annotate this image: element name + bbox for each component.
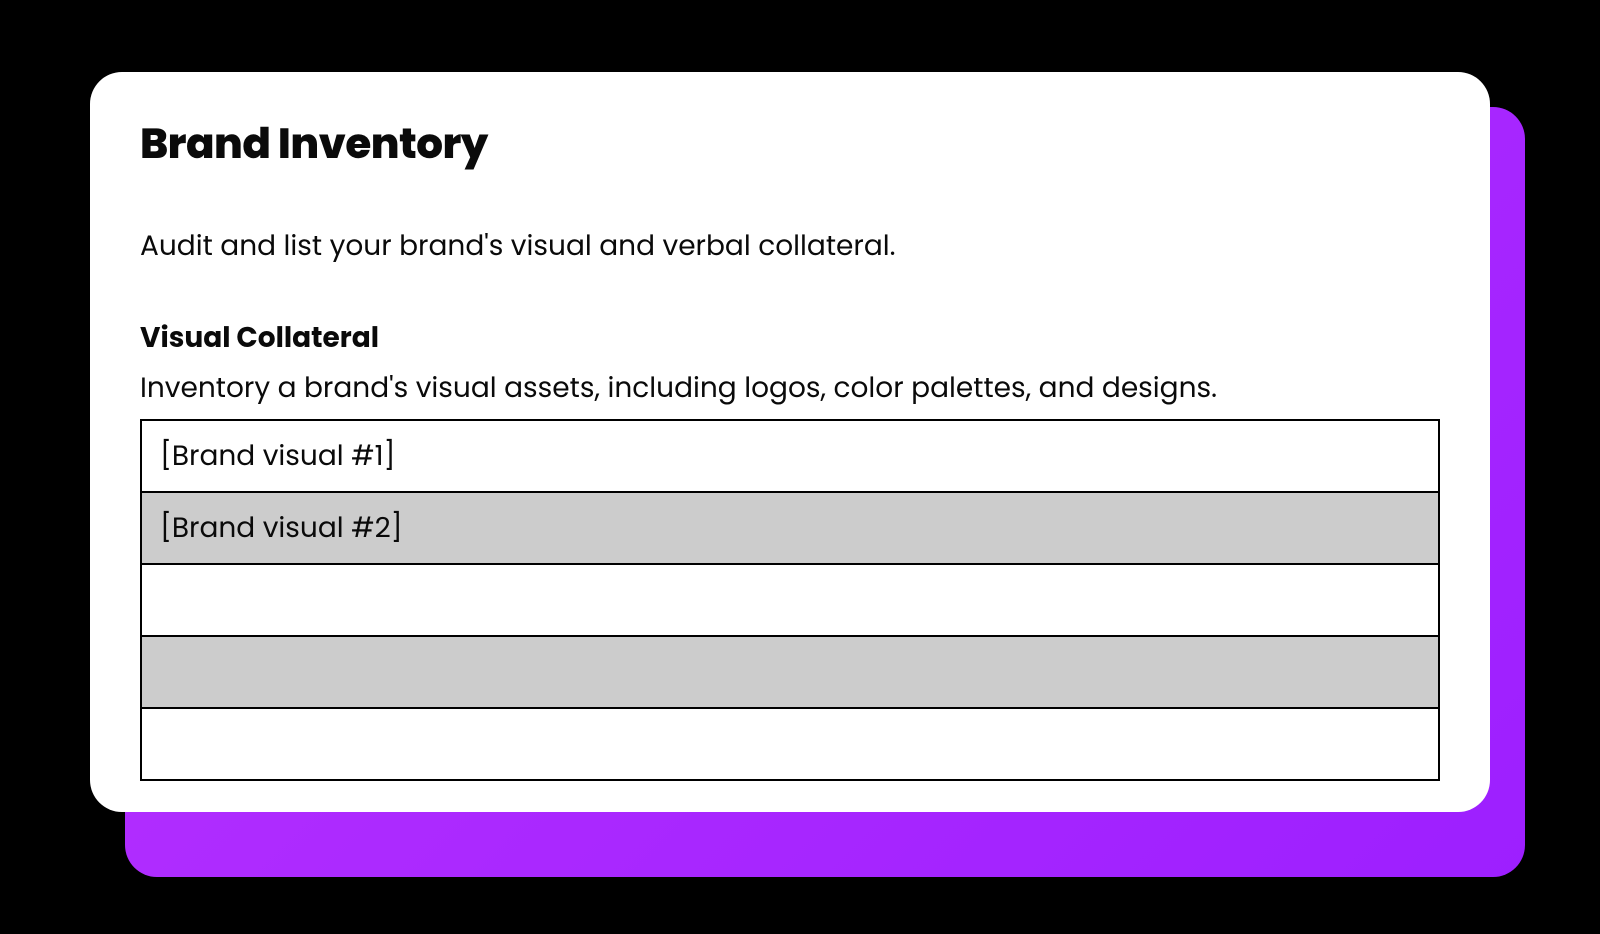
table-cell: [Brand visual #1] [141,420,1439,492]
table-row[interactable] [141,564,1439,636]
section-description: Inventory a brand's visual assets, inclu… [140,367,1440,409]
table-cell: [Brand visual #2] [141,492,1439,564]
section-title: Visual Collateral [140,317,1440,359]
table-row[interactable] [141,708,1439,780]
table-row[interactable] [141,636,1439,708]
table-row[interactable]: [Brand visual #2] [141,492,1439,564]
table-cell [141,708,1439,780]
main-card: Brand Inventory Audit and list your bran… [90,72,1490,812]
inventory-table: [Brand visual #1] [Brand visual #2] [140,419,1440,781]
card-wrapper: Brand Inventory Audit and list your bran… [90,72,1510,862]
table-row[interactable]: [Brand visual #1] [141,420,1439,492]
page-description: Audit and list your brand's visual and v… [140,225,1440,267]
page-title: Brand Inventory [140,112,1440,175]
table-cell [141,564,1439,636]
table-cell [141,636,1439,708]
